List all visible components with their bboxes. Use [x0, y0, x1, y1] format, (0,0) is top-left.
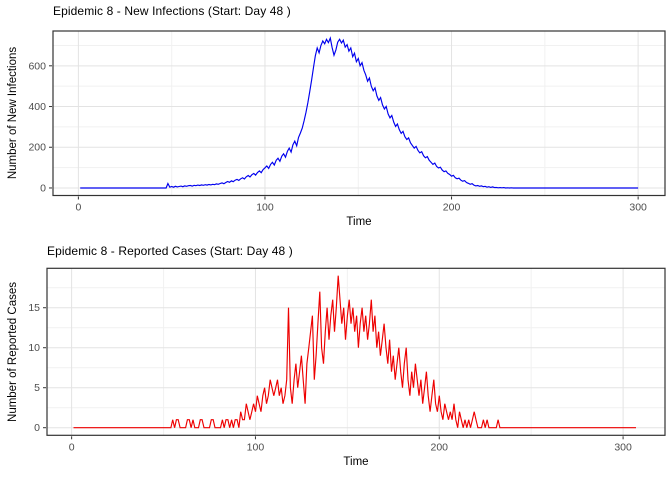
y-tick-label: 5 [34, 382, 40, 394]
y-tick-label: 10 [28, 342, 40, 354]
y-tick-label: 0 [34, 422, 40, 434]
y-tick-label: 15 [28, 302, 40, 314]
reported-cases-chart-title: Epidemic 8 - Reported Cases (Start: Day … [47, 244, 293, 258]
new-infections-line [80, 36, 639, 189]
new-infections-plot-svg: 0 100 200 300 0 200 400 600 [28, 30, 666, 214]
new-infections-chart-title: Epidemic 8 - New Infections (Start: Day … [53, 4, 291, 18]
new-infections-chart: Epidemic 8 - New Infections (Start: Day … [7, 4, 666, 228]
panel-border [52, 30, 666, 197]
panel-background [53, 31, 665, 196]
reported-cases-plot-svg: 0 100 200 300 0 5 10 15 [28, 267, 666, 453]
reported-cases-x-axis-title: Time [343, 456, 369, 468]
x-tick-label: 0 [69, 441, 75, 453]
panel-border [46, 267, 666, 436]
x-tick-label: 300 [614, 441, 632, 453]
x-tick-label: 100 [256, 202, 274, 214]
reported-cases-line [73, 275, 636, 429]
y-tick-label: 0 [40, 182, 46, 194]
panel-background [47, 268, 665, 436]
x-tick-label: 200 [431, 441, 449, 453]
x-tick-label: 200 [443, 202, 461, 214]
x-tick-label: 300 [629, 202, 647, 214]
x-tick-label: 100 [247, 441, 265, 453]
y-tick-label: 200 [28, 142, 46, 154]
new-infections-x-axis-title: Time [346, 216, 372, 228]
reported-cases-chart: Epidemic 8 - Reported Cases (Start: Day … [0, 240, 672, 480]
x-tick-label: 0 [75, 202, 81, 214]
y-tick-label: 600 [28, 60, 46, 72]
y-tick-label: 400 [28, 101, 46, 113]
